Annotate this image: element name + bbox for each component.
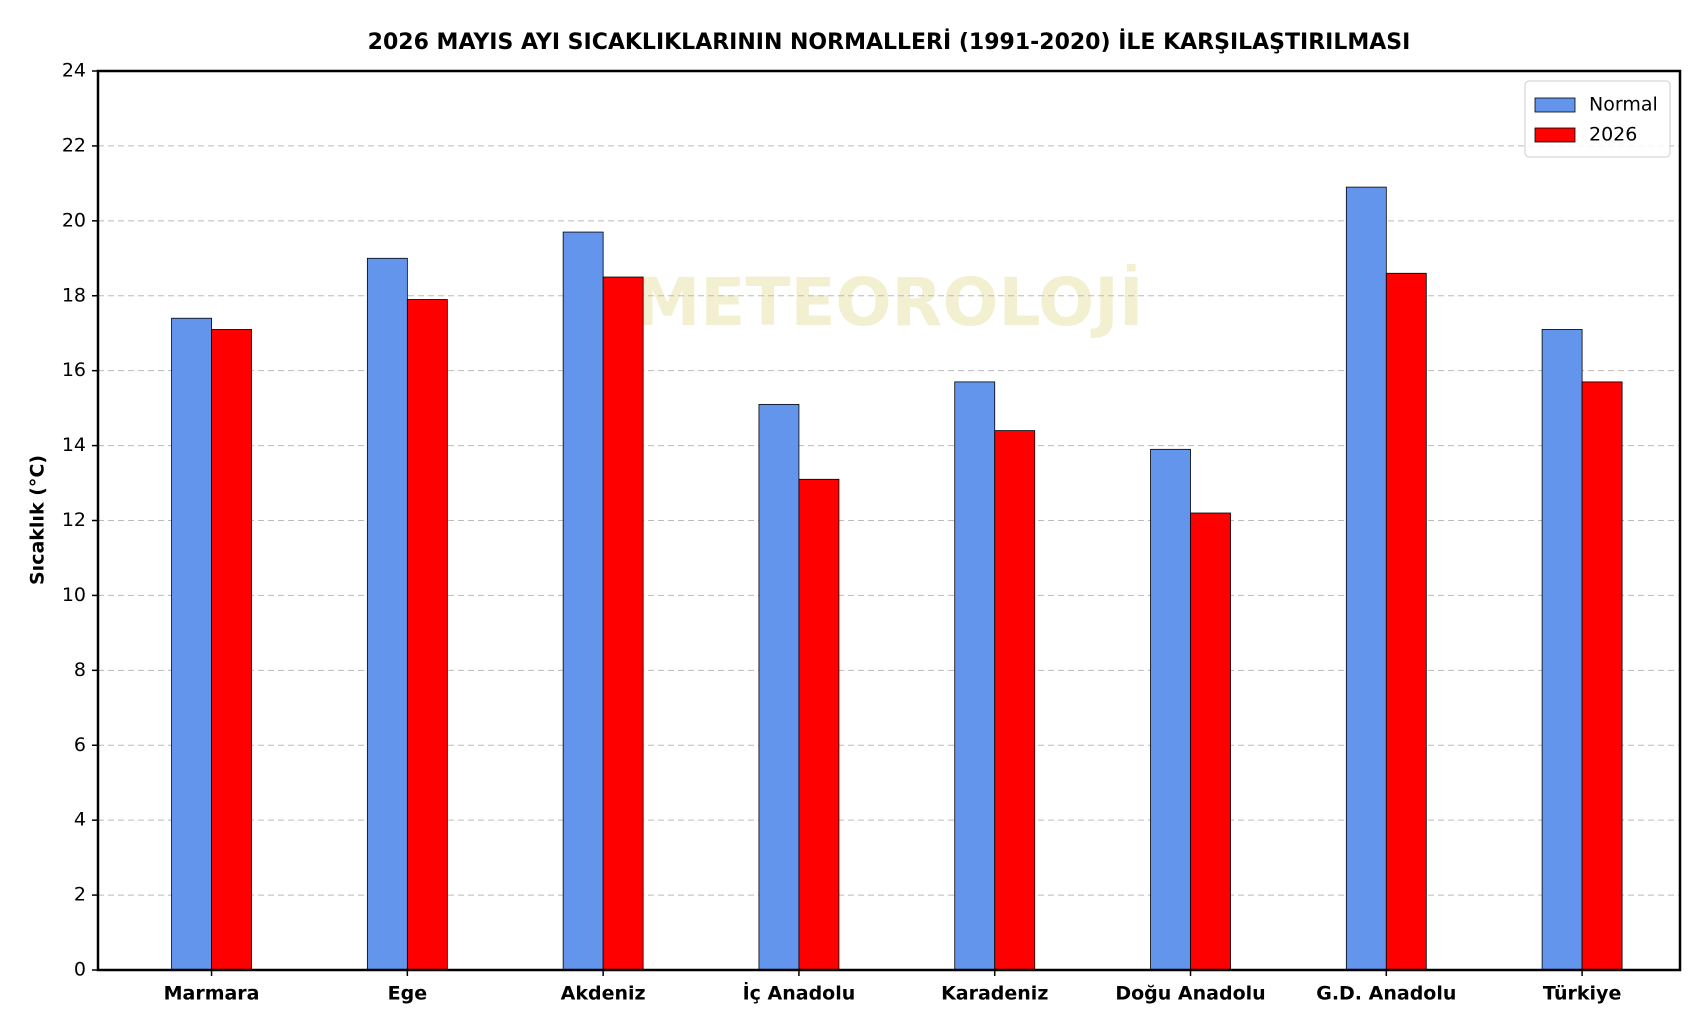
x-tick-label: Türkiye xyxy=(1543,983,1621,1005)
bar xyxy=(171,317,212,971)
y-tick-label: 18 xyxy=(62,284,86,306)
y-tick-label: 14 xyxy=(62,434,86,456)
x-tick-label: Doğu Anadolu xyxy=(1115,983,1265,1005)
y-tick-label: 2 xyxy=(74,884,86,906)
x-tick-label: İç Anadolu xyxy=(743,981,856,1005)
bar xyxy=(994,430,1036,971)
legend-label: Normal xyxy=(1589,94,1658,116)
bar xyxy=(758,403,800,971)
y-tick-label: 10 xyxy=(62,584,86,606)
bar xyxy=(1581,381,1623,971)
bar xyxy=(1541,329,1583,971)
bar xyxy=(1190,512,1231,971)
bar xyxy=(798,478,840,971)
y-tick-label: 0 xyxy=(74,959,86,981)
x-tick-label: Ege xyxy=(388,983,427,1005)
bar xyxy=(562,231,604,971)
legend-swatch xyxy=(1534,127,1576,143)
y-tick-label: 24 xyxy=(62,60,86,82)
bar xyxy=(954,381,996,971)
bar xyxy=(1385,272,1427,971)
bar xyxy=(1150,448,1191,971)
y-tick-label: 22 xyxy=(62,134,86,156)
bar xyxy=(366,257,408,971)
x-tick-label: Marmara xyxy=(164,983,260,1005)
x-tick-label: Karadeniz xyxy=(941,983,1048,1005)
y-tick-label: 12 xyxy=(62,509,86,531)
y-tick-label: 20 xyxy=(62,209,86,231)
chart-title: 2026 MAYIS AYI SICAKLIKLARININ NORMALLER… xyxy=(368,29,1411,55)
watermark: METEOROLOJİ xyxy=(635,264,1144,341)
y-tick-label: 4 xyxy=(74,809,86,831)
bar xyxy=(406,299,448,971)
bar xyxy=(602,276,644,971)
legend-label: 2026 xyxy=(1589,124,1637,146)
y-tick-label: 8 xyxy=(74,659,86,681)
y-tick-label: 6 xyxy=(74,734,86,756)
y-axis-label: Sıcaklık (°C) xyxy=(27,455,49,585)
plot-frame xyxy=(96,69,1682,972)
bar xyxy=(1345,186,1387,971)
x-tick-label: Akdeniz xyxy=(561,983,646,1005)
y-tick-label: 16 xyxy=(62,359,86,381)
legend-swatch xyxy=(1534,97,1576,113)
x-tick-label: G.D. Anadolu xyxy=(1316,983,1456,1005)
legend-box xyxy=(1524,80,1671,158)
bar xyxy=(211,329,252,971)
